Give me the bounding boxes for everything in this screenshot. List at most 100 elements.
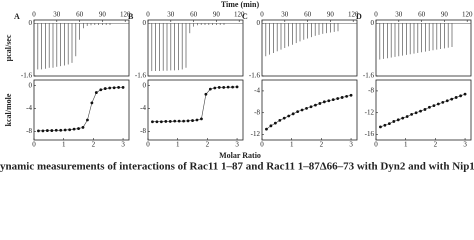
data-point	[191, 119, 194, 122]
data-point	[117, 86, 121, 89]
data-point	[410, 112, 414, 116]
data-point	[309, 105, 313, 109]
data-point	[213, 86, 217, 90]
y-tick-label: -1.6	[363, 72, 375, 80]
panel-label: A	[14, 12, 20, 21]
x-tick-label: 30	[167, 11, 175, 19]
y-label-bottom: kcal/mole	[4, 93, 13, 126]
data-point	[68, 128, 72, 132]
data-point	[414, 111, 418, 115]
y-tick-label: -16	[365, 130, 375, 138]
data-point	[423, 108, 427, 111]
data-point	[81, 126, 85, 129]
data-point	[86, 118, 89, 122]
x-tick-label: 120	[348, 11, 359, 19]
x-tick-label: 0	[32, 11, 36, 19]
x-tick-label: 0	[374, 11, 378, 19]
data-point	[318, 102, 322, 105]
data-point	[112, 86, 116, 90]
data-point	[450, 97, 454, 101]
data-point	[168, 120, 172, 123]
x-tick-label: 0	[260, 141, 264, 149]
data-point	[94, 91, 98, 94]
x-tick-label: 2	[206, 141, 210, 149]
y-tick-label: 0	[29, 19, 33, 27]
y-tick-label: 0	[143, 19, 147, 27]
x-tick-label: 60	[190, 11, 198, 19]
data-point	[396, 118, 400, 122]
data-point	[186, 119, 190, 123]
plot-frame	[375, 19, 472, 77]
data-point	[108, 86, 112, 90]
data-point	[269, 124, 273, 128]
data-point	[217, 86, 221, 89]
panel-label: D	[356, 12, 362, 21]
data-point	[428, 105, 431, 109]
y-tick-label: -8	[26, 127, 32, 135]
x-tick-label: 90	[99, 11, 107, 19]
x-tick-label: 2	[434, 141, 438, 149]
data-point	[349, 93, 353, 97]
y-tick-label: -4	[140, 104, 146, 112]
fit-line	[266, 94, 352, 130]
x-tick-label: 1	[404, 141, 408, 149]
x-tick-label: 3	[463, 141, 467, 149]
x-tick-label: 1	[176, 141, 180, 149]
y-tick-label: 0	[143, 81, 147, 89]
x-tick-label: 60	[76, 11, 84, 19]
data-point	[436, 102, 440, 106]
x-tick-label: 2	[320, 141, 324, 149]
x-tick-label: 60	[418, 11, 426, 19]
data-point	[54, 128, 58, 132]
y-tick-label: -1.6	[21, 72, 33, 80]
y-tick-label: -4	[26, 104, 32, 112]
x-tick-label: 3	[349, 141, 353, 149]
data-point	[41, 129, 45, 133]
y-tick-label: -8	[368, 87, 374, 95]
data-point	[383, 123, 387, 127]
data-point	[63, 128, 67, 132]
x-tick-label: 30	[53, 11, 61, 19]
x-tick-label: 1	[290, 141, 294, 149]
plot-frame	[147, 79, 244, 141]
x-tick-label: 0	[146, 141, 150, 149]
x-tick-label: 90	[327, 11, 335, 19]
x-tick-label: 90	[213, 11, 221, 19]
data-point	[121, 86, 125, 89]
x-label-bottom: Molar Ratio	[219, 151, 261, 160]
panel-label: C	[242, 12, 248, 21]
y-tick-label: -8	[140, 127, 146, 135]
x-tick-label: 30	[281, 11, 289, 19]
data-point	[177, 119, 181, 123]
x-tick-label: 0	[260, 11, 264, 19]
x-tick-label: 30	[395, 11, 403, 19]
x-tick-label: 3	[235, 141, 239, 149]
data-point	[282, 116, 286, 120]
data-point	[459, 94, 463, 98]
data-point	[305, 106, 308, 110]
y-tick-label: -1.6	[249, 72, 261, 80]
x-tick-label: 120	[120, 11, 131, 19]
data-point	[336, 97, 340, 100]
data-point	[322, 100, 326, 104]
plot-frame	[33, 19, 130, 77]
data-point	[182, 119, 186, 123]
data-point	[331, 98, 335, 102]
data-point	[314, 103, 317, 107]
plot-frame	[147, 19, 244, 77]
data-point	[164, 120, 168, 123]
data-point	[72, 127, 76, 131]
data-point	[50, 129, 54, 132]
x-tick-label: 0	[374, 141, 378, 149]
data-point	[235, 85, 239, 89]
data-point	[387, 122, 391, 126]
fit-line	[38, 87, 124, 132]
data-point	[401, 116, 405, 120]
x-tick-label: 120	[462, 11, 473, 19]
data-point	[159, 120, 163, 124]
data-point	[208, 87, 212, 91]
data-point	[445, 99, 449, 103]
data-point	[45, 129, 49, 132]
x-tick-label: 0	[32, 141, 36, 149]
data-point	[296, 110, 300, 114]
